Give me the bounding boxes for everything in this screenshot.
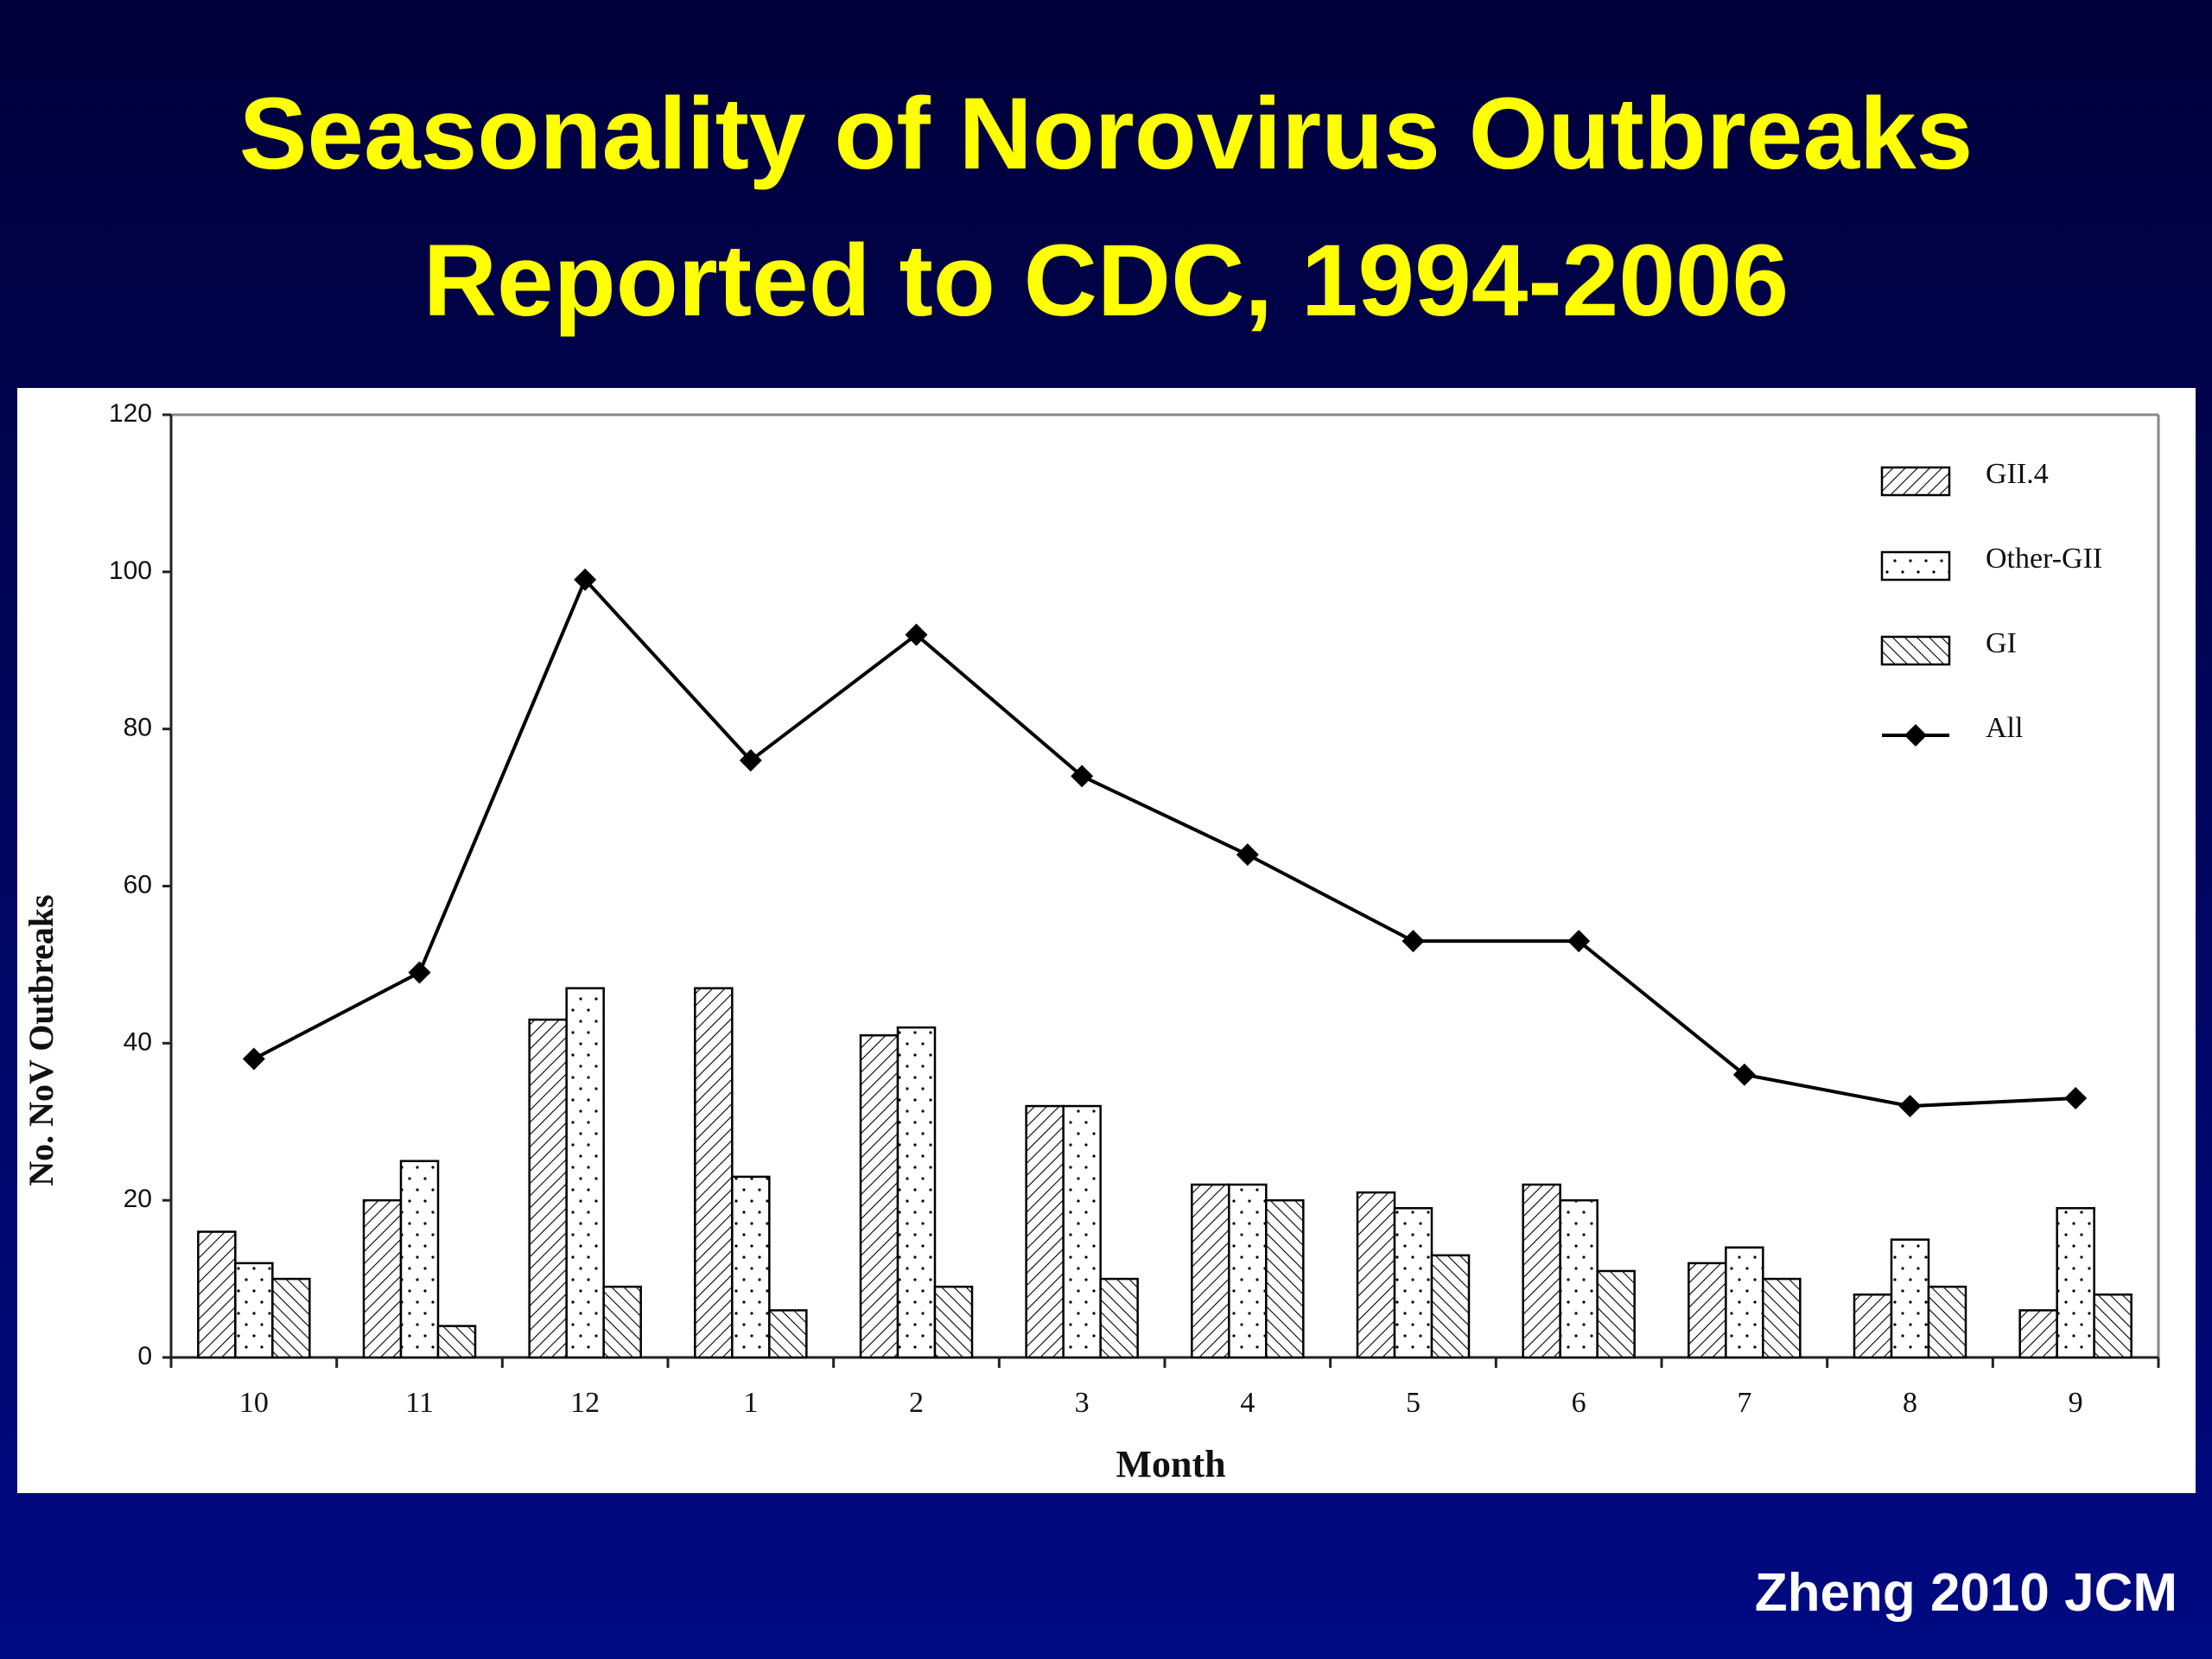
bar <box>1099 1277 1139 1359</box>
bar <box>768 1309 808 1359</box>
x-tick-label: 2 <box>909 1387 924 1419</box>
bar <box>2093 1294 2133 1359</box>
x-tick-label: 6 <box>1572 1387 1586 1419</box>
source-note: Zheng 2010 JCM <box>1754 1563 2177 1623</box>
x-axis-label: Month <box>1116 1443 1225 1485</box>
x-tick-label: 12 <box>570 1387 600 1419</box>
legend-swatch <box>1880 466 1951 497</box>
line-marker <box>2064 1086 2088 1109</box>
bar <box>2056 1207 2095 1359</box>
legend-label: Other-GII <box>1986 543 2102 575</box>
bar <box>1596 1269 1636 1359</box>
line-marker <box>1732 1063 1756 1086</box>
bar <box>436 1325 477 1359</box>
y-axis-label: No. NoV Outbreaks <box>22 894 60 1185</box>
x-tick-label: 3 <box>1075 1387 1090 1419</box>
bar <box>1062 1104 1102 1359</box>
bar <box>1265 1198 1305 1359</box>
y-tick-label: 60 <box>124 870 152 899</box>
bar <box>2018 1309 2058 1359</box>
bar <box>528 1018 568 1359</box>
bar <box>1688 1262 1727 1359</box>
legend-marker <box>1904 724 1927 747</box>
bar <box>1228 1183 1268 1359</box>
x-tick-label: 7 <box>1737 1387 1751 1419</box>
bar <box>896 1026 937 1359</box>
bar <box>1559 1198 1599 1359</box>
bar <box>1853 1294 1893 1359</box>
legend-label: GI <box>1986 627 2017 659</box>
line-marker <box>242 1047 265 1071</box>
line-marker <box>739 749 762 772</box>
bar <box>694 987 734 1359</box>
chart: Month No. NoV Outbreaks 0 20 40 60 80 100 120 1… <box>17 388 2196 1493</box>
y-tick-label: 80 <box>124 714 152 742</box>
bar <box>1430 1254 1471 1359</box>
y-tick-label: 20 <box>124 1185 152 1213</box>
legend-label: All <box>1986 712 2023 744</box>
x-tick-label: 1 <box>743 1387 758 1419</box>
bar <box>1191 1183 1230 1359</box>
x-tick-label: 4 <box>1240 1387 1255 1419</box>
bar <box>1356 1191 1396 1359</box>
line-marker <box>1898 1095 1922 1118</box>
line-marker <box>1402 930 1425 953</box>
bar <box>1393 1207 1433 1359</box>
bar <box>602 1285 642 1359</box>
line-marker <box>574 568 597 591</box>
bar <box>731 1175 771 1359</box>
bar <box>1725 1246 1764 1359</box>
y-tick-label: 120 <box>109 399 152 428</box>
bar <box>362 1198 403 1359</box>
line-marker <box>1567 930 1591 953</box>
line-series <box>252 576 2076 1109</box>
bar <box>933 1285 974 1359</box>
bar <box>234 1262 274 1359</box>
legend-label: GII.4 <box>1986 458 2049 490</box>
line-marker <box>408 961 431 984</box>
bar <box>859 1033 899 1359</box>
y-tick-label: 100 <box>109 556 152 585</box>
bar <box>1025 1104 1065 1359</box>
x-tick-label: 8 <box>1903 1387 1917 1419</box>
line-marker <box>1071 765 1094 788</box>
bar <box>197 1230 237 1359</box>
bar <box>1890 1238 1930 1359</box>
bar <box>271 1277 311 1359</box>
slide-title: Seasonality of Norovirus Outbreaks Repor… <box>238 77 1974 338</box>
x-tick-label: 5 <box>1406 1387 1421 1419</box>
x-tick-label: 10 <box>239 1387 269 1419</box>
line-marker <box>1236 843 1259 867</box>
bar <box>565 987 605 1359</box>
x-tick-label: 11 <box>405 1387 434 1419</box>
y-tick-label: 0 <box>137 1342 152 1370</box>
line-marker <box>905 623 928 646</box>
bar <box>1762 1277 1802 1359</box>
y-tick-label: 40 <box>124 1027 152 1056</box>
bar <box>399 1160 440 1359</box>
legend-swatch <box>1880 635 1951 666</box>
bar <box>1522 1183 1561 1359</box>
x-tick-label: 9 <box>2069 1387 2083 1419</box>
legend-swatch <box>1880 550 1951 582</box>
bar <box>1927 1285 1967 1359</box>
